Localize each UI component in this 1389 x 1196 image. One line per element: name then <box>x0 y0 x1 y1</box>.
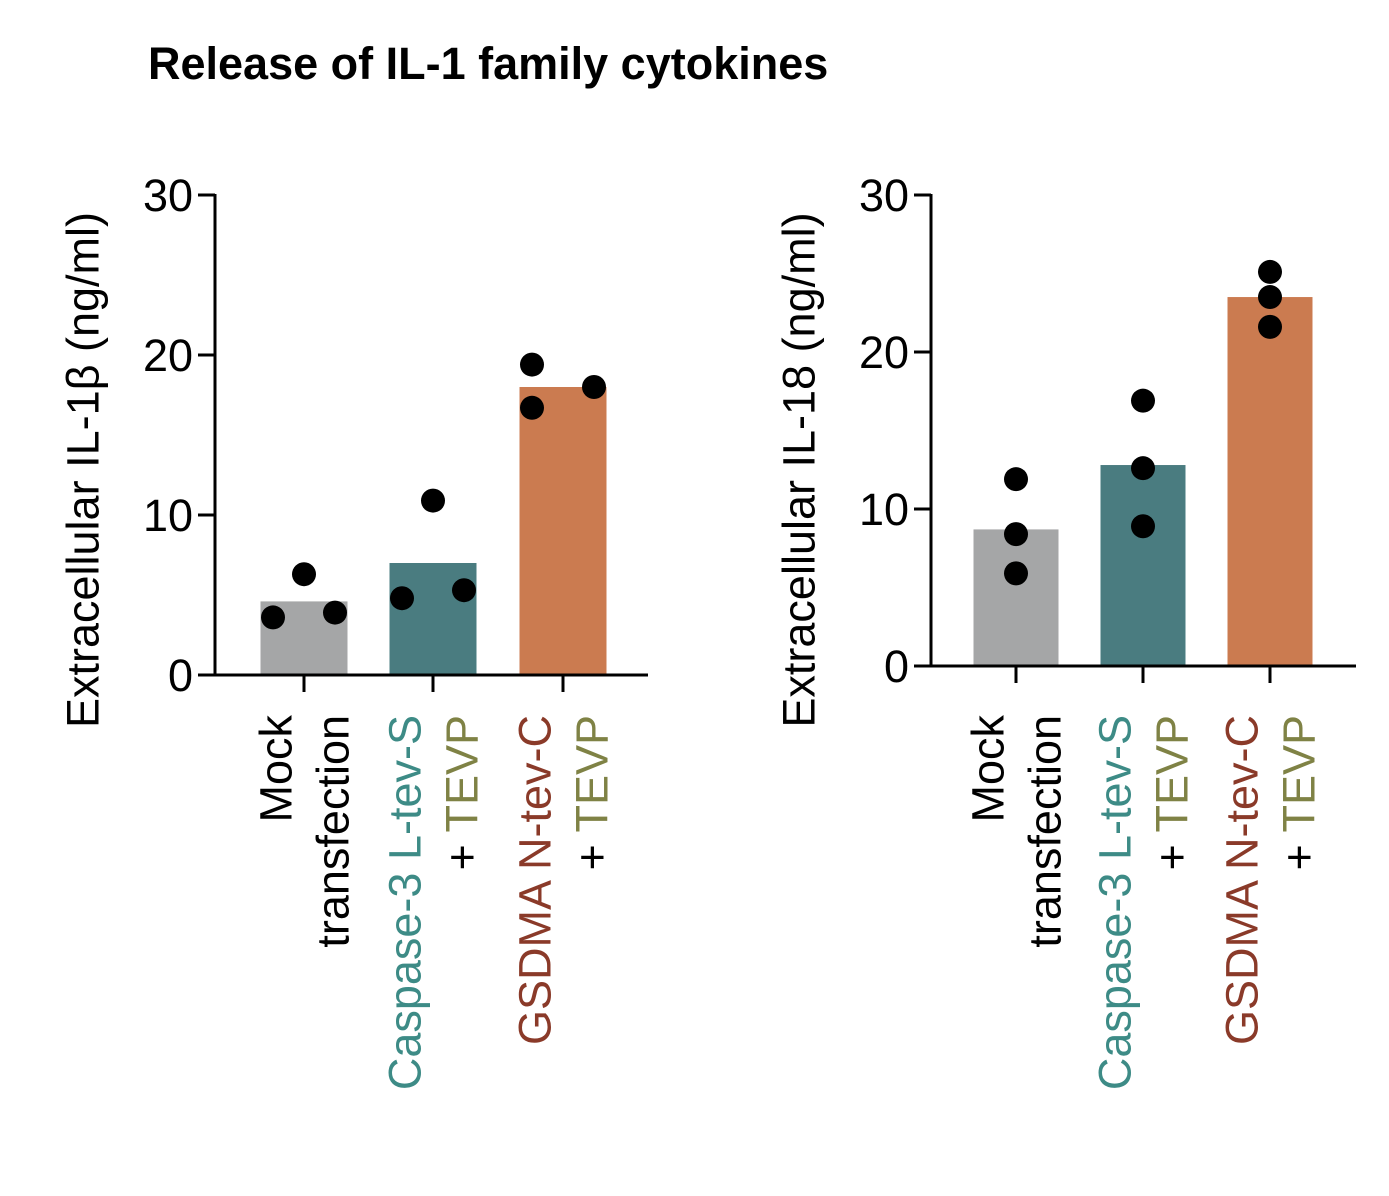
data-point <box>1131 456 1155 481</box>
bar <box>1227 297 1313 666</box>
x-category-label-part: GSDMA N-tev-C <box>1216 715 1267 1045</box>
x-category-label-part: + <box>566 833 617 871</box>
x-category-label-part: + <box>1273 833 1324 871</box>
x-category-label: Mock <box>250 715 301 823</box>
data-point <box>1004 522 1028 547</box>
data-point <box>582 375 606 399</box>
il18-chart: 0 10 20 30 Extracellular IL-18 (ng/ml) Mock tr… <box>774 170 1356 1090</box>
x-category-label: transfection <box>307 715 358 948</box>
y-tick-label: 20 <box>859 327 909 378</box>
x-category-label: transfection <box>1019 715 1070 948</box>
y-axis-label: Extracellular IL-1β (ng/ml) <box>58 212 109 728</box>
data-point <box>520 352 544 377</box>
x-category-label-part: TEVP <box>1146 715 1197 833</box>
bar <box>519 387 607 675</box>
data-point <box>292 562 316 587</box>
data-point <box>1258 259 1282 284</box>
data-point <box>421 488 445 513</box>
data-point <box>261 605 285 630</box>
y-tick-label: 10 <box>859 484 909 535</box>
bar <box>973 529 1059 666</box>
x-category-label: GSDMA N-tev-C <box>509 715 560 1045</box>
x-category-label-part: Mock <box>962 715 1013 823</box>
data-point <box>390 586 414 611</box>
x-category-label-part: TEVP <box>1273 715 1324 833</box>
x-category-label: Mock <box>962 715 1013 823</box>
y-tick-label: 10 <box>143 490 193 541</box>
x-category-label-part: Caspase-3 L-tev-S <box>379 715 430 1090</box>
x-category-label: + TEVP <box>566 715 617 871</box>
il1b-chart: 0 10 20 30 Extracellular IL-1β (ng/ml) Mock tr… <box>58 170 648 1090</box>
y-tick-label: 0 <box>884 641 909 692</box>
x-category-label-part: transfection <box>307 715 358 948</box>
x-category-label: Caspase-3 L-tev-S <box>1089 715 1140 1090</box>
x-category-label: + TEVP <box>436 715 487 871</box>
x-category-label-part: transfection <box>1019 715 1070 948</box>
data-point <box>1004 561 1028 586</box>
y-tick-label: 30 <box>143 170 193 221</box>
x-category-label-part: + <box>1146 833 1197 871</box>
y-tick-label: 0 <box>168 650 193 701</box>
data-point <box>1258 285 1282 310</box>
y-axis-label: Extracellular IL-18 (ng/ml) <box>774 212 825 727</box>
figure-title: Release of IL-1 family cytokines <box>148 38 829 89</box>
y-tick-label: 30 <box>859 170 909 221</box>
data-point <box>1131 514 1155 539</box>
x-category-label-part: TEVP <box>566 715 617 833</box>
data-point <box>452 578 476 603</box>
x-category-label: + TEVP <box>1146 715 1197 871</box>
data-point <box>520 395 544 420</box>
data-point <box>323 600 347 625</box>
x-category-label-part: + <box>436 833 487 871</box>
x-category-label-part: Caspase-3 L-tev-S <box>1089 715 1140 1090</box>
x-category-label-part: GSDMA N-tev-C <box>509 715 560 1045</box>
x-category-label-part: Mock <box>250 715 301 823</box>
x-category-label: GSDMA N-tev-C <box>1216 715 1267 1045</box>
y-tick-label: 20 <box>143 330 193 381</box>
bar <box>1100 465 1186 666</box>
data-point <box>1131 388 1155 413</box>
data-point <box>1004 467 1028 492</box>
x-category-label: + TEVP <box>1273 715 1324 871</box>
x-category-label: Caspase-3 L-tev-S <box>379 715 430 1090</box>
x-category-label-part: TEVP <box>436 715 487 833</box>
data-point <box>1258 314 1282 339</box>
